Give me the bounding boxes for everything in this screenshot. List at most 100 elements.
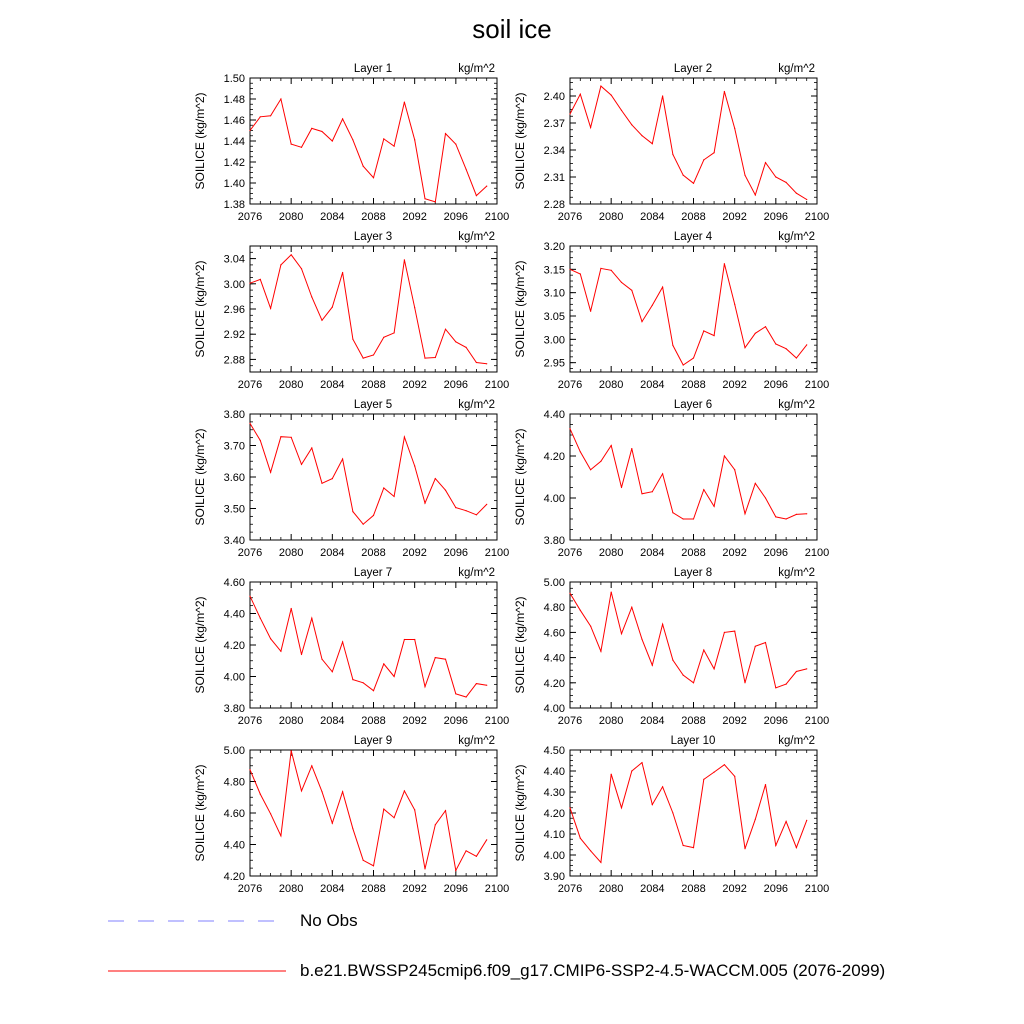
y-tick-label: 4.40 (544, 409, 565, 421)
panel-units: kg/m^2 (458, 63, 495, 75)
data-point (641, 321, 643, 323)
data-point (703, 649, 705, 651)
data-point (270, 115, 272, 117)
data-point (311, 765, 313, 767)
x-tick-label: 2080 (599, 379, 623, 391)
data-point (342, 641, 344, 643)
x-tick-label: 2084 (640, 715, 664, 727)
y-tick-label: 1.46 (224, 115, 245, 127)
x-tick-label: 2076 (238, 379, 262, 391)
y-tick-label: 4.00 (224, 672, 245, 684)
data-point (795, 192, 798, 194)
y-tick-label: 3.80 (224, 409, 245, 421)
x-tick-label: 2084 (320, 211, 344, 223)
y-tick-label: 1.40 (224, 178, 245, 190)
data-point (795, 670, 798, 673)
panel-layer-6: 2076 2080 2084 2088 2092 2096 2100 3.80 4.00 4.20… (513, 399, 829, 559)
data-point (331, 306, 333, 308)
data-point (775, 516, 777, 518)
data-point (806, 344, 808, 346)
data-point (579, 837, 581, 839)
x-tick-label: 2096 (764, 715, 788, 727)
data-point (393, 817, 395, 819)
x-tick-label: 2092 (722, 547, 746, 559)
panel-units: kg/m^2 (778, 63, 815, 75)
y-tick-label: 1.44 (224, 136, 245, 148)
data-point (259, 439, 261, 442)
data-point (754, 194, 756, 196)
y-tick-label: 4.40 (544, 653, 565, 665)
data-point (590, 310, 592, 312)
panel-units: kg/m^2 (458, 567, 495, 579)
data-point (754, 482, 756, 484)
data-point (455, 143, 457, 145)
data-point (270, 307, 272, 309)
data-point (713, 335, 715, 337)
data-point (249, 282, 251, 284)
x-tick-label: 2100 (485, 547, 509, 559)
data-point (651, 491, 653, 493)
data-point (352, 511, 354, 513)
data-point (672, 659, 674, 661)
data-point (610, 94, 612, 96)
data-point (444, 658, 447, 660)
y-tick-label: 4.20 (544, 808, 565, 820)
data-point (465, 510, 467, 512)
data-point (662, 473, 664, 475)
data-point (785, 683, 787, 685)
x-tick-label: 2088 (681, 211, 705, 223)
data-point (631, 606, 633, 608)
plot-frame (249, 581, 498, 709)
data-point (383, 663, 385, 665)
data-point (486, 503, 488, 505)
data-point (610, 269, 612, 271)
data-point (631, 448, 633, 450)
x-tick-label: 2080 (279, 547, 303, 559)
data-point (579, 451, 581, 453)
panel-title: Layer 10 (671, 735, 716, 747)
data-point (300, 146, 303, 148)
data-point (579, 273, 581, 275)
data-point (651, 143, 653, 145)
data-point (486, 839, 488, 841)
data-point (785, 820, 787, 823)
data-point (600, 267, 602, 269)
x-tick-label: 2092 (722, 715, 746, 727)
data-point (662, 786, 664, 788)
panel-units: kg/m^2 (778, 567, 815, 579)
data-point (692, 182, 695, 184)
y-axis-label: SOILICE (kg/m^2) (193, 93, 207, 190)
x-tick-label: 2096 (444, 547, 468, 559)
x-tick-label: 2084 (320, 883, 344, 895)
x-tick-label: 2088 (361, 379, 385, 391)
y-axis-label: SOILICE (kg/m^2) (513, 597, 527, 694)
x-tick-label: 2100 (805, 379, 829, 391)
panel-layer-2: 2076 2080 2084 2088 2092 2096 2100 2.28 2.31 2.34… (513, 63, 829, 223)
data-point (372, 354, 375, 356)
data-point (270, 813, 272, 815)
y-tick-label: 3.70 (224, 441, 245, 453)
data-point (434, 201, 436, 203)
data-point (331, 822, 333, 824)
data-point (620, 281, 623, 283)
y-axis-label: SOILICE (kg/m^2) (513, 429, 527, 526)
data-point (600, 650, 602, 652)
data-point (465, 346, 467, 348)
x-tick-label: 2088 (681, 547, 705, 559)
panel-title: Layer 2 (674, 63, 712, 75)
series-line (569, 428, 807, 520)
data-point (249, 769, 251, 771)
data-point (651, 664, 653, 666)
data-point (393, 145, 395, 147)
x-tick-label: 2096 (764, 883, 788, 895)
data-point (403, 101, 405, 103)
data-point (579, 609, 581, 611)
panel-title: Layer 8 (674, 567, 712, 579)
data-point (795, 357, 798, 359)
x-tick-label: 2096 (444, 883, 468, 895)
data-point (342, 791, 344, 793)
data-point (703, 778, 705, 781)
x-tick-label: 2080 (599, 547, 623, 559)
data-point (764, 162, 767, 164)
y-tick-label: 3.90 (544, 871, 565, 883)
